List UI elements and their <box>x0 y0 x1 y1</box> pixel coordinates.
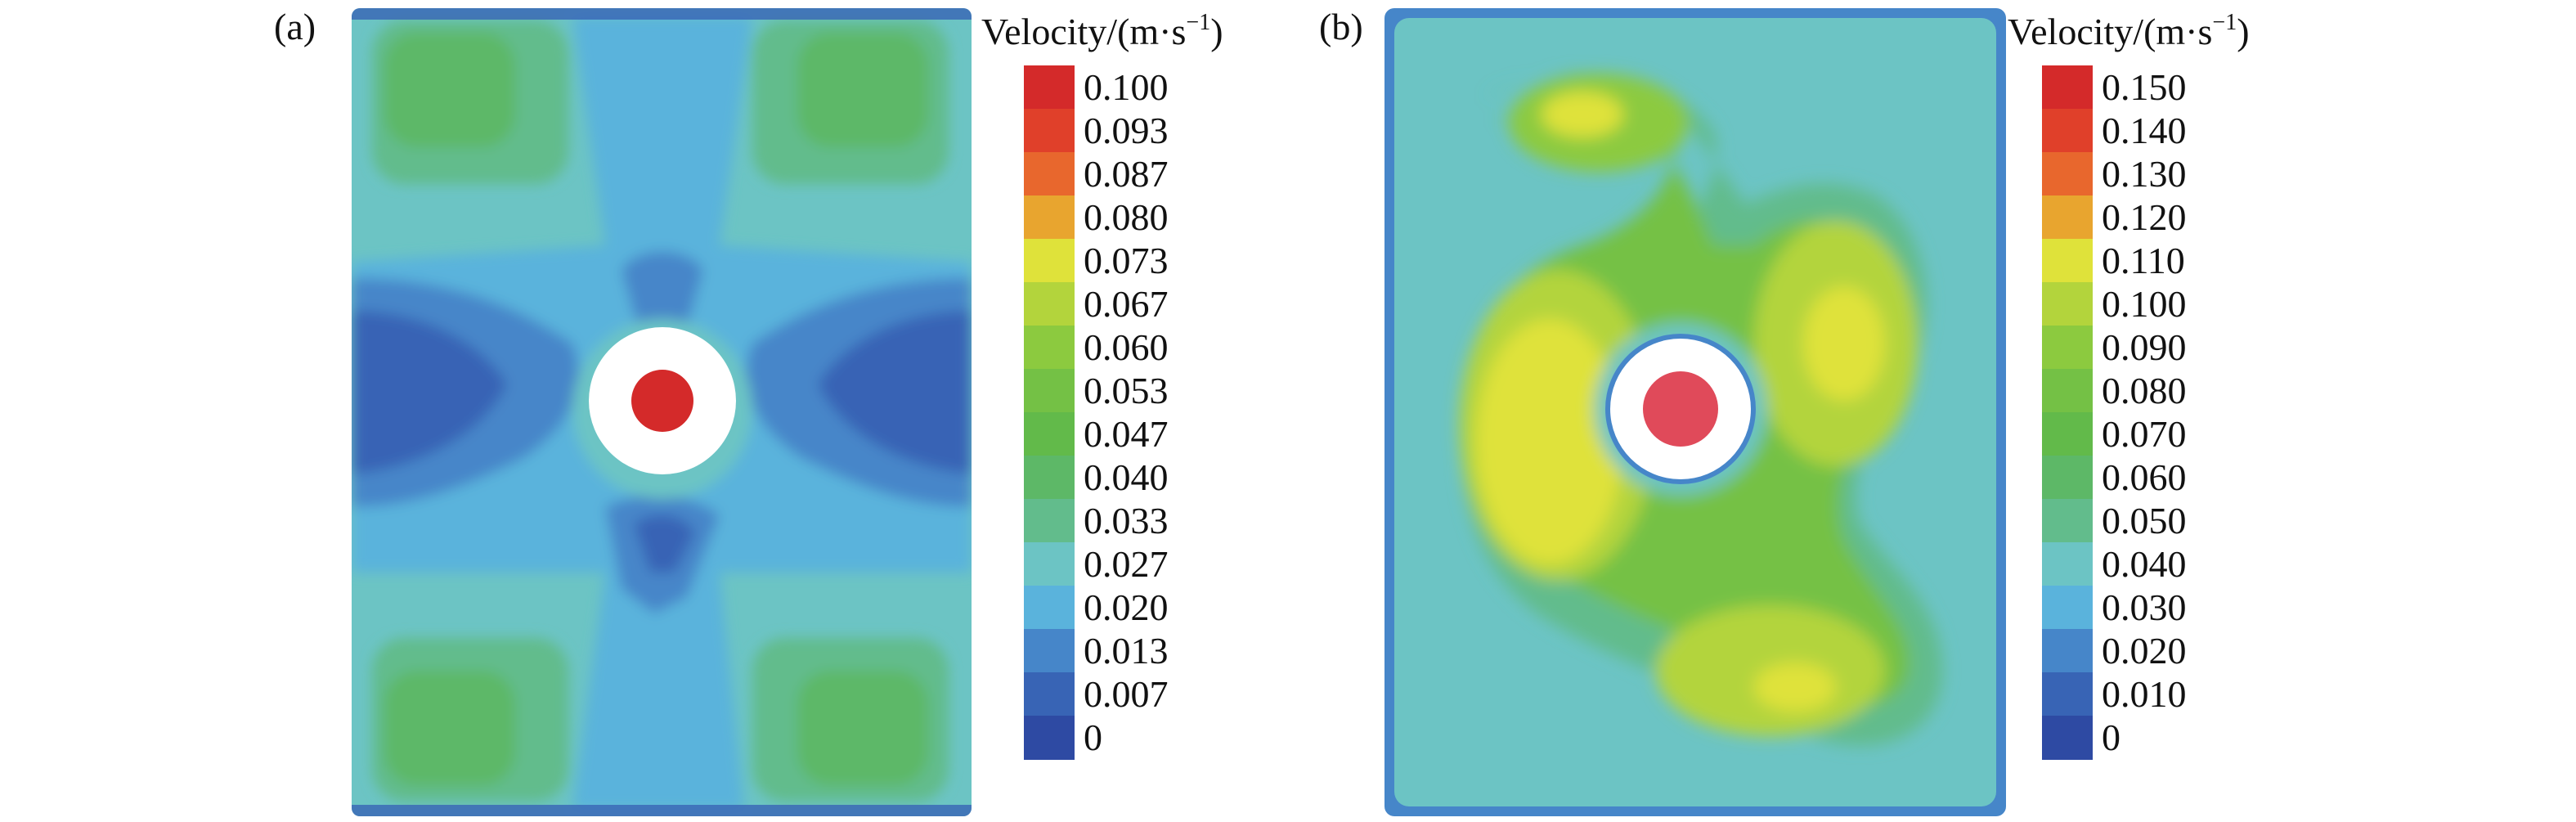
colorbar-tick-label: 0.120 <box>2102 195 2187 238</box>
colorbar-title-close-b: ) <box>2237 11 2250 52</box>
panel-a: (a) Velocity/(m·s−1) 0.100 0.093 0.087 0.08… <box>274 6 1223 816</box>
panel-b: (b) Velocity/(m·s−1) 0.150 0.140 0.130 0.12… <box>1288 0 2576 822</box>
colorbar-segment <box>1024 239 1075 283</box>
colorbar-segment <box>1024 542 1075 586</box>
cylinder-core-b <box>1643 371 1718 447</box>
colorbar-segment <box>2042 412 2093 456</box>
colorbar-title-a: Velocity/(m·s−1) <box>981 10 1223 53</box>
colorbar-tick-label: 0.040 <box>2102 542 2187 585</box>
colorbar-tick-label: 0.110 <box>2102 239 2185 281</box>
colorbar-segment <box>1024 195 1075 240</box>
colorbar-tick-label: 0.100 <box>2102 282 2187 325</box>
colorbar-segment <box>1024 152 1075 196</box>
colorbar-segment <box>2042 152 2093 196</box>
colorbar-segment <box>2042 542 2093 586</box>
colorbar-tick-label: 0 <box>1084 716 1102 758</box>
colorbar-tick-label: 0.093 <box>1084 109 1169 151</box>
colorbar-tick-label: 0.130 <box>2102 152 2187 195</box>
colorbar-segment <box>2042 672 2093 716</box>
colorbar-segment <box>1024 672 1075 716</box>
colorbar-title-sup-b: −1 <box>2212 10 2237 35</box>
colorbar-tick-label: 0.030 <box>2102 586 2187 628</box>
colorbar-tick-label: 0 <box>2102 716 2120 758</box>
colorbar-segment <box>2042 65 2093 110</box>
colorbar-segment <box>1024 109 1075 153</box>
colorbar-tick-label: 0.080 <box>2102 369 2187 411</box>
colorbar-tick-label: 0.060 <box>2102 456 2187 498</box>
colorbar-segment <box>2042 109 2093 153</box>
colorbar-segment <box>1024 369 1075 413</box>
colorbar-tick-label: 0.047 <box>1084 412 1169 455</box>
colorbar-segment <box>2042 716 2093 760</box>
colorbar-tick-label: 0.053 <box>1084 369 1169 411</box>
colorbar-tick-label: 0.100 <box>1084 65 1169 108</box>
colorbar-tick-label: 0.067 <box>1084 282 1169 325</box>
colorbar-tick-label: 0.073 <box>1084 239 1169 281</box>
colorbar-tick-label: 0.027 <box>1084 542 1169 585</box>
colorbar-segment <box>2042 629 2093 673</box>
colorbar-segment <box>1024 65 1075 110</box>
velocity-field-b <box>1384 8 2006 816</box>
colorbar-segment <box>1024 499 1075 543</box>
colorbar-tick-label: 0.007 <box>1084 672 1169 715</box>
colorbar-title-b: Velocity/(m·s−1) <box>2008 10 2250 53</box>
colorbar-tick-label: 0.090 <box>2102 326 2187 368</box>
colorbar-title-close-a: ) <box>1210 11 1223 52</box>
colorbar-segment <box>1024 586 1075 630</box>
colorbar-title-sup-a: −1 <box>1186 10 1211 35</box>
colorbar-tick-label: 0.040 <box>1084 456 1169 498</box>
colorbar-segment <box>2042 499 2093 543</box>
colorbar-segment <box>2042 326 2093 370</box>
colorbar-segment <box>2042 239 2093 283</box>
colorbar-a <box>1024 65 1075 760</box>
colorbar-segment <box>1024 326 1075 370</box>
colorbar-tick-label: 0.080 <box>1084 195 1169 238</box>
panel-label-a: (a) <box>274 6 316 47</box>
colorbar-tick-label: 0.010 <box>2102 672 2187 715</box>
colorbar-tick-label: 0.150 <box>2102 65 2187 108</box>
colorbar-segment <box>2042 456 2093 500</box>
colorbar-b <box>2042 65 2093 760</box>
colorbar-tick-label: 0.070 <box>2102 412 2187 455</box>
colorbar-tick-label: 0.087 <box>1084 152 1169 195</box>
colorbar-segment <box>2042 369 2093 413</box>
colorbar-segment <box>1024 412 1075 456</box>
colorbar-segment <box>2042 282 2093 326</box>
colorbar-tick-label: 0.020 <box>1084 586 1169 628</box>
colorbar-tick-label: 0.140 <box>2102 109 2187 151</box>
colorbar-segment <box>1024 629 1075 673</box>
velocity-field-a <box>352 8 972 816</box>
colorbar-tick-label: 0.020 <box>2102 629 2187 672</box>
colorbar-tick-label: 0.050 <box>2102 499 2187 541</box>
colorbar-title-text-a: Velocity/(m·s <box>981 11 1187 52</box>
colorbar-tick-label: 0.033 <box>1084 499 1169 541</box>
colorbar-title-text-b: Velocity/(m·s <box>2008 11 2213 52</box>
colorbar-segment <box>1024 456 1075 500</box>
colorbar-tick-label: 0.060 <box>1084 326 1169 368</box>
cylinder-core-a <box>631 370 693 432</box>
colorbar-tick-label: 0.013 <box>1084 629 1169 672</box>
colorbar-segment <box>1024 282 1075 326</box>
colorbar-segment <box>2042 195 2093 240</box>
colorbar-segment <box>2042 586 2093 630</box>
colorbar-segment <box>1024 716 1075 760</box>
panel-label-b: (b) <box>1319 6 1363 47</box>
